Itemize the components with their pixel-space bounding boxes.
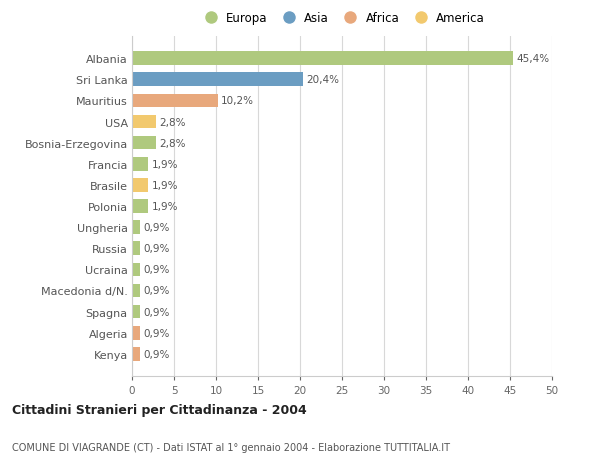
Text: Cittadini Stranieri per Cittadinanza - 2004: Cittadini Stranieri per Cittadinanza - 2… bbox=[12, 403, 307, 416]
Bar bbox=[132, 73, 304, 87]
Bar bbox=[132, 284, 140, 298]
Bar bbox=[132, 221, 140, 235]
Text: 1,9%: 1,9% bbox=[151, 159, 178, 169]
Bar bbox=[132, 136, 155, 150]
Text: 0,9%: 0,9% bbox=[143, 328, 169, 338]
Bar bbox=[132, 326, 140, 340]
Text: 1,9%: 1,9% bbox=[151, 202, 178, 212]
Bar bbox=[132, 242, 140, 256]
Text: 10,2%: 10,2% bbox=[221, 96, 254, 106]
Text: 0,9%: 0,9% bbox=[143, 223, 169, 233]
Text: 0,9%: 0,9% bbox=[143, 286, 169, 296]
Bar bbox=[132, 52, 514, 66]
Text: 0,9%: 0,9% bbox=[143, 349, 169, 359]
Text: 0,9%: 0,9% bbox=[143, 307, 169, 317]
Bar bbox=[132, 263, 140, 277]
Text: 2,8%: 2,8% bbox=[159, 117, 185, 127]
Bar bbox=[132, 115, 155, 129]
Bar bbox=[132, 94, 218, 108]
Legend: Europa, Asia, Africa, America: Europa, Asia, Africa, America bbox=[197, 10, 487, 28]
Text: 20,4%: 20,4% bbox=[307, 75, 340, 85]
Text: 1,9%: 1,9% bbox=[151, 180, 178, 190]
Text: 0,9%: 0,9% bbox=[143, 265, 169, 275]
Bar bbox=[132, 157, 148, 171]
Bar bbox=[132, 347, 140, 361]
Bar bbox=[132, 305, 140, 319]
Text: 45,4%: 45,4% bbox=[517, 54, 550, 64]
Text: 0,9%: 0,9% bbox=[143, 244, 169, 254]
Bar bbox=[132, 200, 148, 213]
Text: 2,8%: 2,8% bbox=[159, 138, 185, 148]
Bar bbox=[132, 179, 148, 192]
Text: COMUNE DI VIAGRANDE (CT) - Dati ISTAT al 1° gennaio 2004 - Elaborazione TUTTITAL: COMUNE DI VIAGRANDE (CT) - Dati ISTAT al… bbox=[12, 442, 450, 452]
